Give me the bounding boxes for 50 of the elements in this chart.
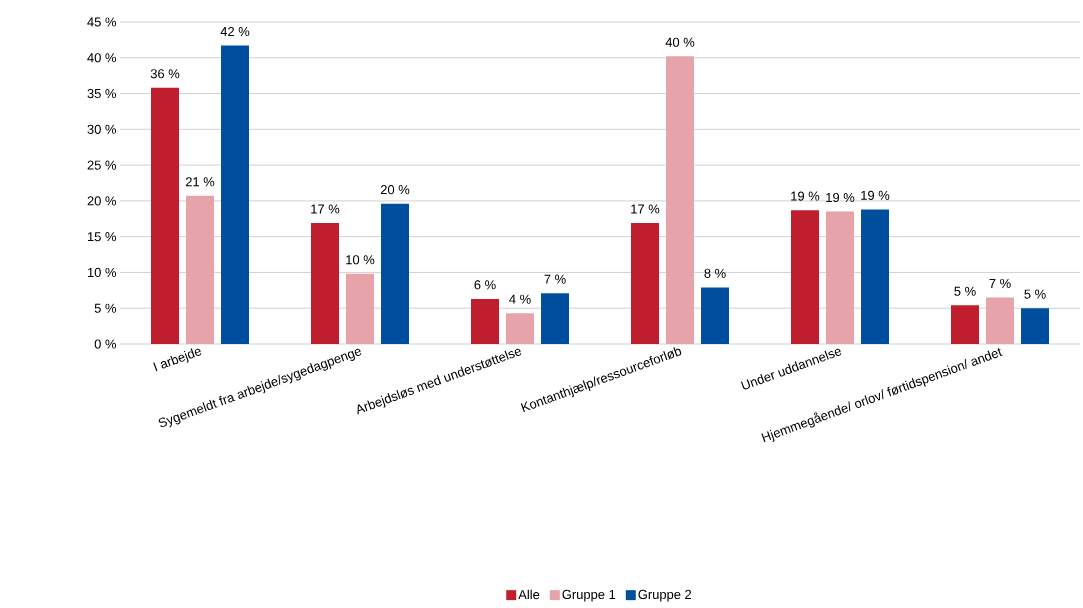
data-label: 5 %	[1024, 289, 1046, 299]
y-tick-label: 15 %	[87, 232, 117, 242]
bar	[186, 195, 215, 344]
bar	[631, 223, 660, 344]
data-label: 19 %	[861, 190, 890, 200]
data-label: 19 %	[791, 191, 820, 201]
data-label: 7 %	[544, 274, 566, 284]
data-label: 7 %	[989, 278, 1011, 288]
y-tick-label: 20 %	[87, 196, 117, 206]
y-tick-label: 10 %	[87, 267, 117, 278]
bar	[701, 287, 730, 344]
bar	[951, 305, 979, 344]
bar	[151, 87, 180, 344]
bar	[826, 211, 855, 344]
y-tick-label: 30 %	[87, 124, 117, 134]
data-label: 6 %	[474, 280, 496, 290]
bar	[861, 209, 890, 344]
bar	[381, 203, 410, 344]
data-label: 20 %	[380, 185, 410, 195]
data-label: 4 %	[509, 294, 531, 304]
data-label: 17 %	[631, 204, 660, 214]
y-tick-label: 35 %	[87, 88, 117, 99]
legend-label: Gruppe 2	[638, 589, 692, 602]
bar	[346, 273, 375, 344]
bar	[791, 210, 820, 344]
bar	[506, 313, 535, 344]
data-label: 36 %	[150, 69, 180, 79]
data-label: 5 %	[954, 286, 976, 296]
bar	[221, 45, 250, 344]
data-label: 19 %	[826, 192, 855, 203]
bar	[541, 293, 570, 344]
y-tick-label: 0 %	[94, 339, 117, 349]
y-tick-label: 45 %	[87, 17, 117, 27]
y-tick-label: 5 %	[94, 303, 117, 313]
bar	[666, 56, 695, 344]
legend-label: Alle	[518, 589, 540, 600]
data-label: 17 %	[311, 204, 340, 214]
bar	[986, 297, 1014, 344]
legend-label: Gruppe 1	[562, 589, 616, 602]
y-tick-label: 25 %	[87, 160, 117, 170]
bar	[1021, 308, 1050, 344]
y-tick-label: 40 %	[87, 53, 117, 63]
data-label: 8 %	[704, 268, 726, 278]
x-tick-label: I arbejde	[153, 348, 202, 372]
data-label: 21 %	[185, 177, 215, 187]
bar	[471, 298, 500, 344]
bar	[311, 223, 340, 344]
data-label: 40 %	[665, 37, 695, 47]
data-label: 10 %	[346, 255, 375, 265]
data-label: 42 %	[220, 26, 250, 37]
